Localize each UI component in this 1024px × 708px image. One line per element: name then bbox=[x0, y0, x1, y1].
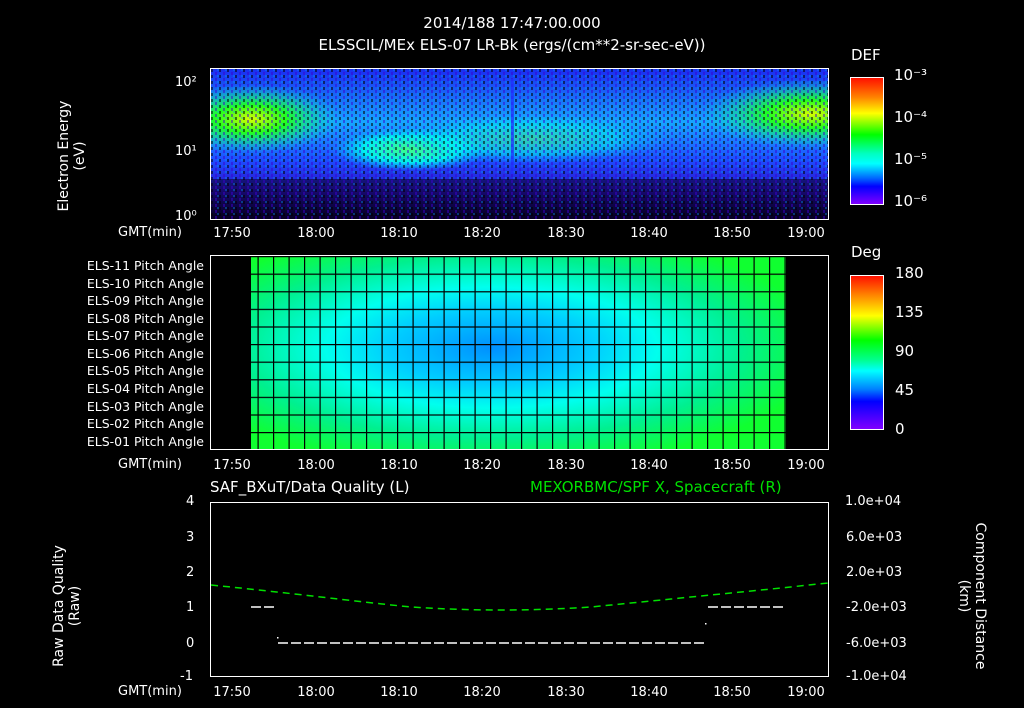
spectrogram-heatmap bbox=[211, 69, 828, 219]
def-colorbar bbox=[850, 77, 884, 205]
spectrogram-plot[interactable] bbox=[210, 68, 829, 220]
panel1-xtick: 18:50 bbox=[713, 226, 751, 241]
ylabel-line2: (km) bbox=[956, 579, 972, 613]
pitch-row-label: ELS-05 Pitch Angle bbox=[86, 363, 204, 378]
panel1-xtick: 18:40 bbox=[630, 226, 668, 241]
pitch-angle-plot[interactable] bbox=[210, 255, 829, 450]
panel2-xtick: 18:20 bbox=[463, 458, 501, 473]
colorbar2-tick: 90 bbox=[895, 342, 915, 360]
ytick-1e1: 10¹ bbox=[175, 144, 197, 159]
colorbar2-tick: 180 bbox=[895, 264, 924, 282]
ylabel-line1: Raw Data Quality bbox=[51, 545, 67, 667]
panel3-xlabel: GMT(min) bbox=[118, 684, 182, 699]
pitch-row-label: ELS-03 Pitch Angle bbox=[86, 399, 204, 414]
colorbar1-tick: 10⁻⁵ bbox=[894, 150, 928, 168]
panel2-xtick: 18:30 bbox=[547, 458, 585, 473]
right-ytick: -2.0e+03 bbox=[846, 600, 907, 615]
spacecraft-x-line bbox=[210, 582, 831, 611]
chart-title: ELSSCIL/MEx ELS-07 LR-Bk (ergs/(cm**2-sr… bbox=[318, 36, 706, 54]
colorbar2-tick: 135 bbox=[895, 303, 924, 321]
panel2-xtick: 18:50 bbox=[713, 458, 751, 473]
panel3-xtick: 18:50 bbox=[713, 685, 751, 700]
right-ytick: -1.0e+04 bbox=[846, 669, 907, 684]
right-ytick: 1.0e+04 bbox=[845, 494, 902, 509]
panel3-xtick: 18:00 bbox=[297, 685, 335, 700]
panel3-xtick: 18:30 bbox=[547, 685, 585, 700]
panel1-xtick: 18:30 bbox=[547, 226, 585, 241]
colorbar1-tick: 10⁻⁶ bbox=[894, 192, 928, 210]
ytick-1e0: 10⁰ bbox=[175, 209, 197, 224]
panel2-xtick: 18:00 bbox=[297, 458, 335, 473]
colorbar1-label: DEF bbox=[851, 46, 881, 64]
right-ytick: 2.0e+03 bbox=[846, 565, 903, 580]
panel3-xtick: 17:50 bbox=[213, 685, 251, 700]
pitch-row-label: ELS-10 Pitch Angle bbox=[86, 276, 204, 291]
pitch-row-label: ELS-01 Pitch Angle bbox=[86, 434, 204, 449]
right-ytick: -6.0e+03 bbox=[846, 636, 907, 651]
left-ytick: -1 bbox=[180, 669, 193, 684]
pitch-row-label: ELS-04 Pitch Angle bbox=[86, 381, 204, 396]
panel1-ylabel: Electron Energy (eV) bbox=[56, 76, 88, 236]
ylabel-line1: Component Distance bbox=[972, 522, 988, 670]
colorbar1-tick: 10⁻³ bbox=[894, 66, 928, 84]
panel1-xtick: 18:00 bbox=[297, 226, 335, 241]
panel2-xtick: 18:10 bbox=[380, 458, 418, 473]
pitch-row-label: ELS-11 Pitch Angle bbox=[86, 258, 204, 273]
panel3-left-ylabel: Raw Data Quality (Raw) bbox=[51, 526, 83, 686]
left-ytick: 4 bbox=[186, 494, 195, 509]
panel2-xtick: 19:00 bbox=[787, 458, 825, 473]
colorbar2-tick: 0 bbox=[895, 420, 905, 438]
right-ytick: 6.0e+03 bbox=[846, 530, 903, 545]
panel3-xtick: 18:10 bbox=[380, 685, 418, 700]
panel3-left-title: SAF_BXuT/Data Quality (L) bbox=[210, 478, 410, 496]
panel3-xtick: 18:40 bbox=[630, 685, 668, 700]
ylabel-line2: (Raw) bbox=[67, 585, 83, 627]
ytick-1e2: 10² bbox=[175, 75, 197, 90]
ylabel-line2: (eV) bbox=[72, 141, 88, 171]
panel2-xtick: 17:50 bbox=[213, 458, 251, 473]
pitch-row-label: ELS-08 Pitch Angle bbox=[86, 311, 204, 326]
pitch-row-label: ELS-02 Pitch Angle bbox=[86, 416, 204, 431]
colorbar2-tick: 45 bbox=[895, 381, 915, 399]
left-ytick: 0 bbox=[186, 636, 195, 651]
left-ytick: 3 bbox=[186, 530, 195, 545]
deg-colorbar bbox=[850, 275, 884, 430]
left-ytick: 2 bbox=[186, 565, 195, 580]
ylabel-line1: Electron Energy bbox=[56, 100, 72, 212]
pitch-row-label: ELS-09 Pitch Angle bbox=[86, 293, 204, 308]
panel1-xtick: 18:10 bbox=[380, 226, 418, 241]
data-quality-plot[interactable] bbox=[210, 502, 831, 677]
panel3-xtick: 19:00 bbox=[787, 685, 825, 700]
colorbar2-label: Deg bbox=[851, 243, 882, 261]
panel2-xtick: 18:40 bbox=[630, 458, 668, 473]
panel3-xtick: 18:20 bbox=[463, 685, 501, 700]
line-series bbox=[210, 582, 831, 644]
pitch-row-label: ELS-07 Pitch Angle bbox=[86, 328, 204, 343]
pitch-row-label: ELS-06 Pitch Angle bbox=[86, 346, 204, 361]
panel1-xtick: 19:00 bbox=[787, 226, 825, 241]
panel3-right-ylabel: Component Distance (km) bbox=[956, 506, 988, 686]
panel1-xtick: 17:50 bbox=[213, 226, 251, 241]
panel1-xtick: 18:20 bbox=[463, 226, 501, 241]
pitch-angle-heatmap bbox=[251, 256, 786, 449]
left-ytick: 1 bbox=[186, 600, 195, 615]
colorbar1-tick: 10⁻⁴ bbox=[894, 108, 928, 126]
timestamp: 2014/188 17:47:00.000 bbox=[423, 14, 601, 32]
panel1-xlabel: GMT(min) bbox=[118, 225, 182, 240]
panel3-right-title: MEXORBMC/SPF X, Spacecraft (R) bbox=[530, 478, 782, 496]
panel2-xlabel: GMT(min) bbox=[118, 457, 182, 472]
